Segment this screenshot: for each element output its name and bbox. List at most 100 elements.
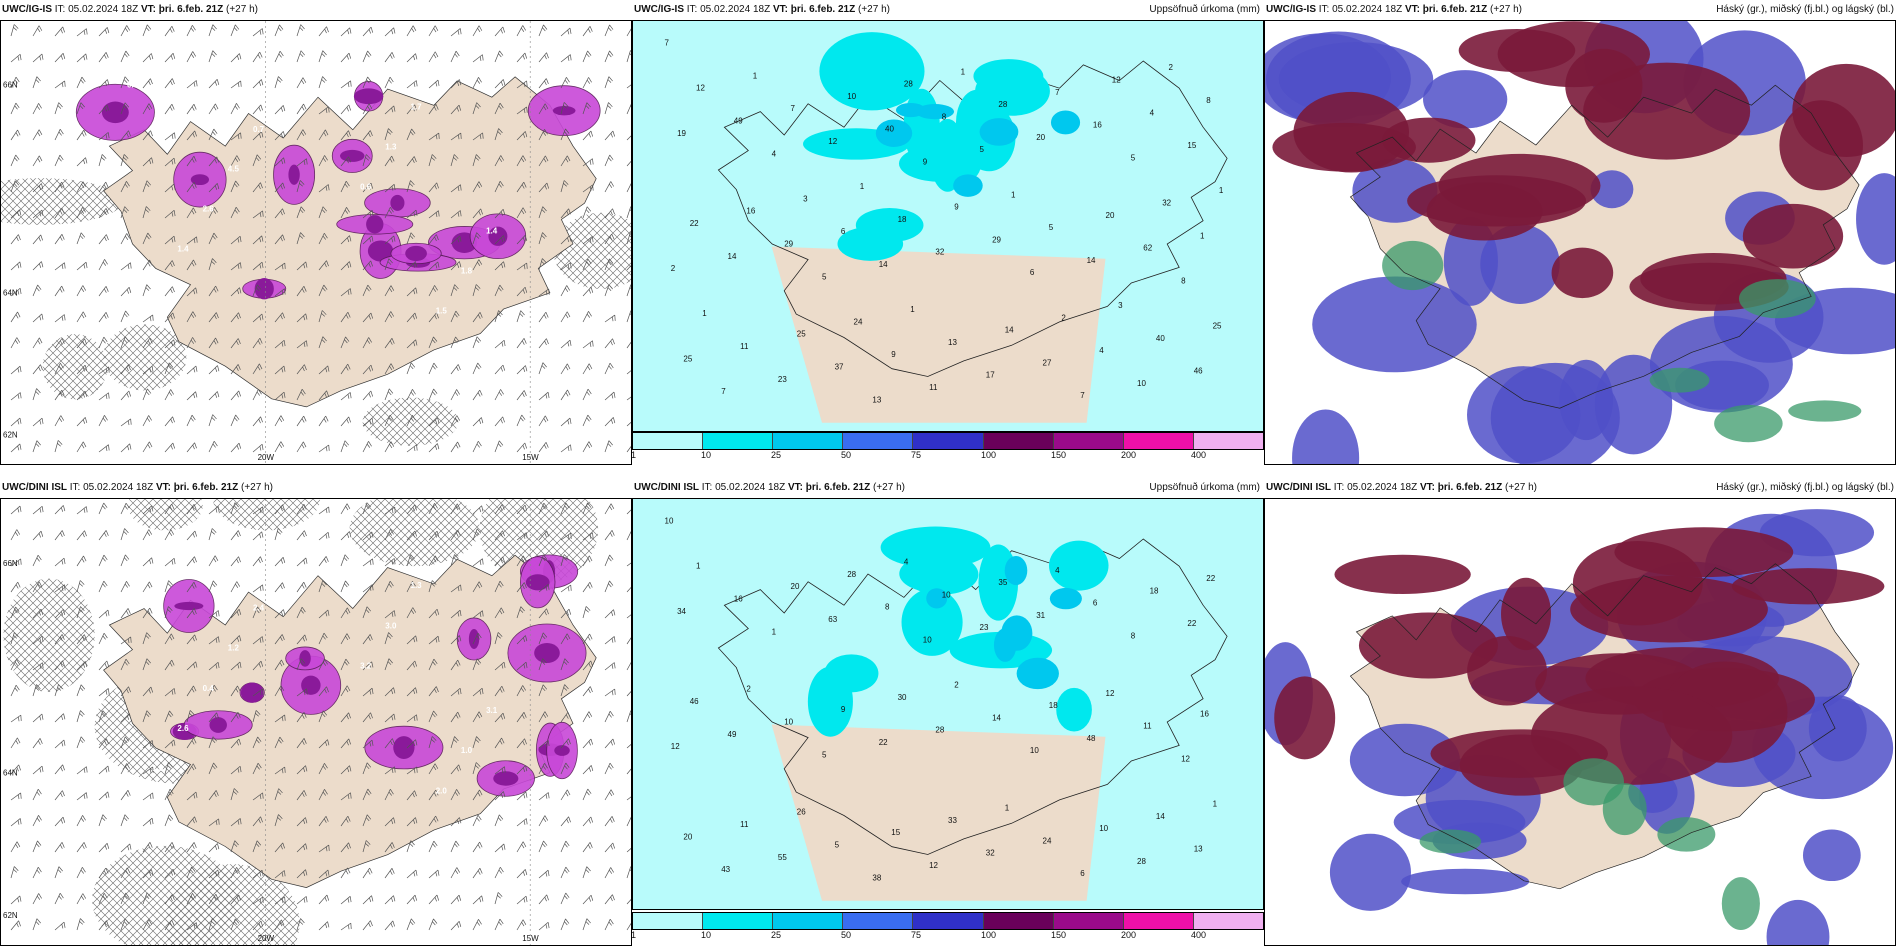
colorbar-swatch [773,913,844,929]
wind-barb [472,841,483,853]
wind-barb [428,686,439,697]
wind-barb [560,444,572,453]
wind-barb [428,894,440,905]
precip-map[interactable]: 10 10 12 38 8 5 6 1 10 43 23 12 12 22 22 28 63 48 55 31 49 32… [632,498,1264,910]
wind-barb [582,842,593,853]
precip-core [190,174,210,186]
wind-barb [230,262,242,271]
precip-value: 3 [803,194,808,203]
precip-area-heavy [915,104,955,120]
wind-barb [98,738,109,749]
wind-barb [230,556,241,567]
wind-barb [318,869,330,879]
wind-barb [208,232,218,245]
wind-barb [582,236,594,245]
colorbar-label: 400 [1190,450,1207,460]
wind-barb [362,788,372,801]
wind-barb [538,739,550,749]
precip-value: 28 [1137,857,1146,866]
wind-barb [428,210,440,219]
precip-hatch-area [553,212,631,290]
wind-map[interactable]: 0.4 0.6 1.0 1.3 1.4 1.7 2.6 1.5 4.5 1.8 0.7 1.4 0.6 2… [0,20,632,465]
wind-barb [120,418,132,427]
wind-barb [98,688,110,697]
wind-barb [560,918,570,931]
wind-barb [450,336,460,349]
wind-barb [538,258,547,271]
wind-barb [32,789,42,801]
wind-barb [604,76,613,89]
wind-barb [120,843,132,853]
wind-barb [252,869,264,879]
wind-barb [428,132,440,141]
wind-barb [340,392,352,401]
wind-barb [340,156,351,167]
wind-barb [450,894,462,905]
wind-barb [142,505,154,515]
wind-barb [186,816,197,827]
precip-area [880,526,991,569]
wind-barb [142,365,154,375]
wind-barb [274,842,285,853]
wind-map[interactable]: 2.0 3.2 1.0 3.0 2.6 1.3 0.4 2.0 1.2 1.0 2.4 3.1 1.9 2… [0,498,632,946]
cloud-map[interactable] [1264,498,1896,946]
wind-barb [428,840,438,853]
wind-barb [120,581,130,593]
wind-barb [274,234,285,245]
colorbar-swatch [1193,913,1263,929]
precip-value-label: 1.4 [177,244,189,253]
wind-barb [582,414,592,427]
low-cloud-area [1419,829,1482,854]
wind-barb [538,632,548,645]
wind-barb [604,417,616,427]
wind-barb [10,684,20,697]
cloud-map[interactable] [1264,20,1896,465]
wind-barb [582,388,592,401]
wind-barb [76,918,85,931]
wind-barb [142,792,154,801]
wind-barb [516,338,527,349]
precip-map[interactable]: 7 9 8 13 5 5 7 4 6 7 5 2 11 15 14 10 12 14 23 20 14 17 19 32 46 4… [632,20,1264,432]
wind-barb [472,528,482,541]
precip-value: 22 [1206,574,1215,583]
mid-cloud-area [1590,170,1634,209]
wind-barb [296,765,308,775]
wind-barb [340,336,350,349]
precip-area-heavy [1050,110,1081,135]
wind-barb [450,789,460,801]
precip-value: 8 [1131,631,1136,640]
wind-barb [538,206,547,219]
wind-barb [230,80,242,89]
wind-barb [582,286,594,297]
wind-barb [362,739,374,749]
wind-barb [428,362,438,375]
precip-value: 37 [835,363,844,372]
wind-barb [10,76,20,89]
mid-cloud-area [1329,833,1411,911]
precip-value: 1 [961,67,966,76]
wind-barb [494,26,506,37]
wind-barb [76,580,85,593]
wind-barb [10,558,22,567]
colorbar-label: 75 [910,930,921,940]
colorbar-label: 25 [770,930,781,940]
wind-barb [142,24,152,37]
wind-barb [472,25,483,37]
wind-barb [10,895,22,905]
precip-value: 46 [690,697,699,706]
precip-value: 6 [1030,268,1035,277]
precip-area-heavy [993,628,1017,662]
wind-barb [340,685,351,697]
wind-barb [186,608,197,619]
wind-barb [560,840,570,853]
wind-barb [560,633,571,645]
wind-barb [230,442,242,453]
wind-barb [274,208,285,219]
colorbar-swatch [1123,913,1194,929]
precip-hatch-area [362,397,459,446]
wind-barb [384,441,395,453]
precip-title: Uppsöfnuð úrkoma (mm) [1149,482,1260,493]
wind-barb [10,792,22,801]
wind-barb [274,76,283,89]
wind-barb [208,156,219,167]
